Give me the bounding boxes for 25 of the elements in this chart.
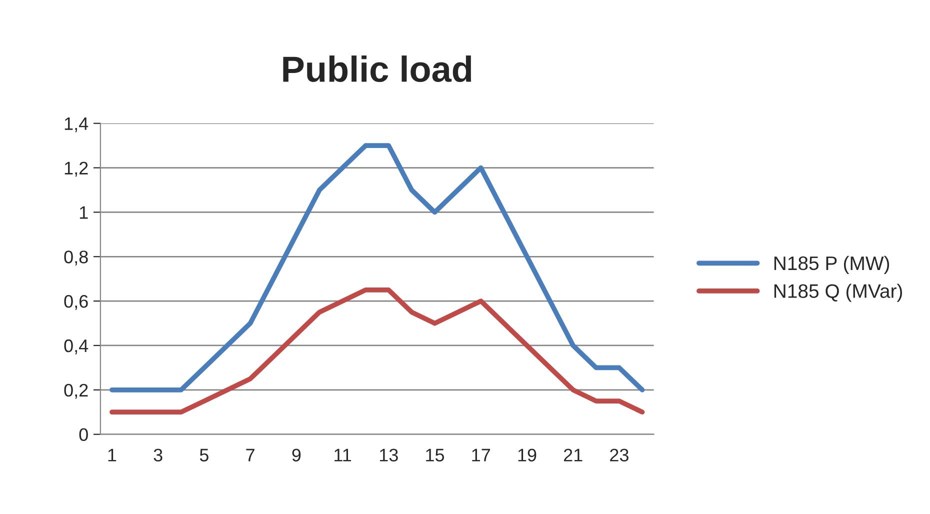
x-tick-label: 5 bbox=[200, 448, 208, 462]
x-tick-label: 1 bbox=[108, 448, 116, 462]
y-tick-label: 0,8 bbox=[64, 250, 88, 266]
y-tick-label: 1 bbox=[80, 206, 88, 219]
y-tick-label: 0,2 bbox=[64, 384, 88, 399]
y-tick-label: 1,2 bbox=[64, 162, 88, 177]
x-tick-label: 9 bbox=[292, 448, 301, 462]
chart-title: Public load bbox=[283, 56, 472, 82]
legend-label: N185 P (MW) bbox=[774, 256, 890, 274]
x-tick-label: 19 bbox=[518, 448, 536, 462]
x-tick-label: 17 bbox=[472, 448, 490, 462]
x-tick-label: 21 bbox=[564, 448, 582, 462]
x-tick-label: 23 bbox=[610, 448, 628, 462]
line-series bbox=[110, 143, 645, 392]
x-tick-label: 11 bbox=[334, 448, 352, 462]
x-tick-label: 3 bbox=[154, 448, 162, 462]
x-tick-label: 7 bbox=[246, 448, 254, 462]
y-tick-label: 0,4 bbox=[64, 339, 88, 354]
x-tick-label: 13 bbox=[380, 448, 398, 462]
x-tick-label: 15 bbox=[426, 448, 444, 462]
y-tick-label: 0,6 bbox=[64, 294, 88, 310]
y-tick-label: 1,4 bbox=[64, 117, 88, 132]
legend-label: N185 Q (MVar) bbox=[774, 284, 902, 302]
y-tick-label: 0 bbox=[79, 428, 88, 442]
line-series bbox=[110, 288, 645, 415]
